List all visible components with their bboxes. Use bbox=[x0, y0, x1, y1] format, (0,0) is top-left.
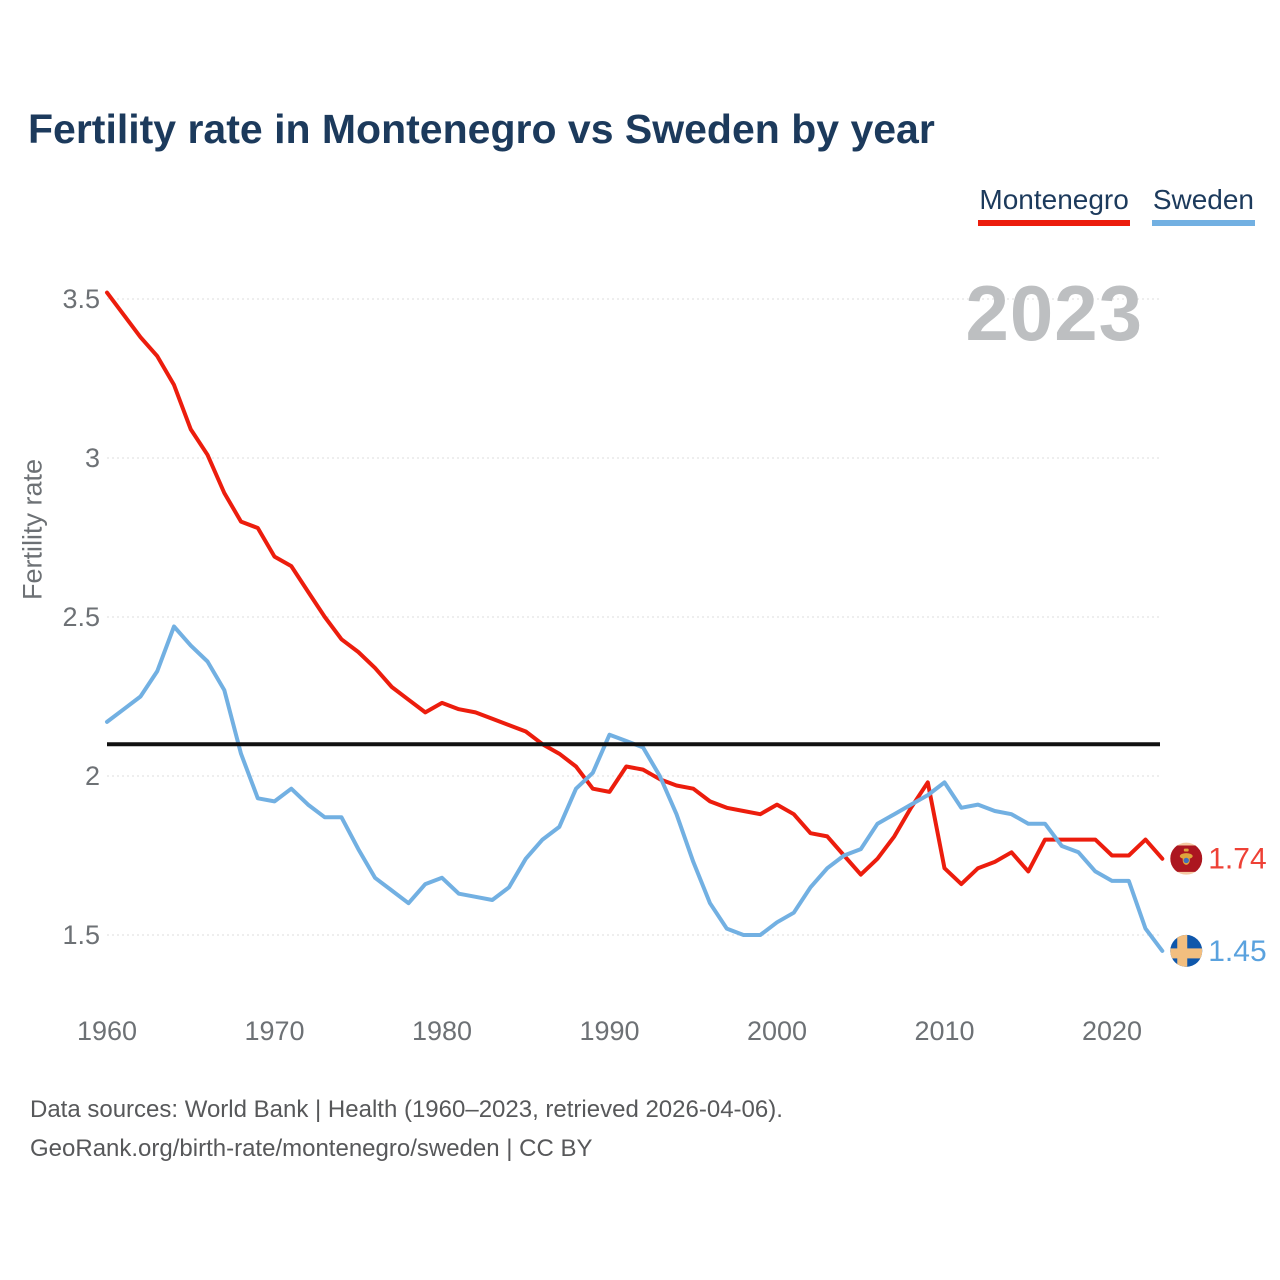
montenegro-line[interactable] bbox=[105, 290, 1165, 887]
eagle-crown bbox=[1183, 848, 1189, 852]
x-tick-label: 2010 bbox=[914, 1016, 974, 1046]
x-tick-label: 1980 bbox=[412, 1016, 472, 1046]
y-tick-label: 3.5 bbox=[62, 284, 100, 314]
legend: Montenegro Sweden bbox=[978, 184, 1255, 226]
footer: Data sources: World Bank | Health (1960–… bbox=[30, 1090, 783, 1168]
y-tick-label: 3 bbox=[85, 443, 100, 473]
footer-attribution-line: GeoRank.org/birth-rate/montenegro/sweden… bbox=[30, 1135, 593, 1162]
montenegro-end-value: 1.74 bbox=[1208, 843, 1266, 876]
sweden-line[interactable] bbox=[105, 624, 1165, 953]
y-tick-label: 2 bbox=[85, 761, 100, 791]
cross-horizontal bbox=[1170, 948, 1203, 959]
legend-item-sweden[interactable]: Sweden bbox=[1151, 184, 1255, 226]
x-tick-label: 2000 bbox=[747, 1016, 807, 1046]
x-tick-label: 1990 bbox=[579, 1016, 639, 1046]
legend-item-montenegro[interactable]: Montenegro bbox=[978, 184, 1130, 226]
x-tick-label: 1970 bbox=[244, 1016, 304, 1046]
x-tick-label: 1960 bbox=[77, 1016, 137, 1046]
eagle-shield bbox=[1183, 857, 1189, 864]
montenegro-flag-icon bbox=[1170, 842, 1203, 875]
sweden-end-value: 1.45 bbox=[1208, 935, 1266, 968]
sweden-flag-icon bbox=[1170, 934, 1203, 967]
footer-sources-line: Data sources: World Bank | Health (1960–… bbox=[30, 1096, 783, 1123]
x-tick-label: 2020 bbox=[1082, 1016, 1142, 1046]
y-tick-label: 2.5 bbox=[62, 602, 100, 632]
page-title: Fertility rate in Montenegro vs Sweden b… bbox=[28, 106, 935, 152]
y-tick-label: 1.5 bbox=[62, 920, 100, 950]
